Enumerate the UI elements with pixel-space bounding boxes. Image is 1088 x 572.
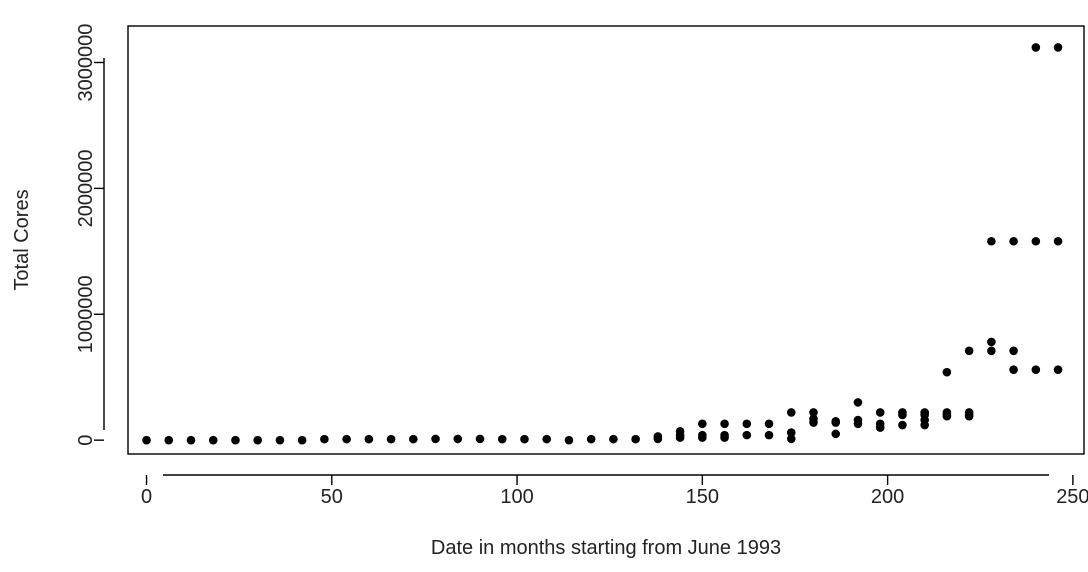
data-point <box>564 435 574 445</box>
data-point <box>698 419 707 429</box>
data-point <box>142 435 151 445</box>
data-point <box>542 434 552 444</box>
data-point <box>1009 346 1018 356</box>
data-point <box>320 434 329 444</box>
data-point <box>964 408 974 417</box>
data-point <box>453 434 463 444</box>
y-tick-label-1: 1000000 <box>75 275 97 353</box>
x-tick-label-0: 0 <box>141 486 152 508</box>
y-axis-title: Total Cores <box>11 189 33 290</box>
y-axis: 0 1000000 2000000 3000000 <box>75 24 105 446</box>
data-point <box>431 434 440 444</box>
plot-frame <box>127 25 1085 455</box>
data-point <box>1053 236 1063 246</box>
data-point <box>1053 43 1063 52</box>
data-point <box>987 337 996 347</box>
data-point <box>253 435 262 445</box>
x-tick-label-250: 250 <box>1056 486 1088 508</box>
data-point <box>475 434 485 444</box>
data-point <box>186 435 196 445</box>
data-point <box>942 408 952 417</box>
x-axis-title: Date in months starting from June 1993 <box>431 537 781 559</box>
data-point <box>653 432 663 441</box>
data-point <box>831 416 841 426</box>
data-point <box>164 435 174 445</box>
data-point <box>875 408 885 417</box>
data-point <box>1031 365 1041 374</box>
data-point <box>1009 365 1018 374</box>
data-point <box>342 434 351 444</box>
data-point <box>786 434 796 444</box>
data-point <box>1031 43 1041 52</box>
data-point <box>1053 365 1063 374</box>
data-points <box>142 43 1063 445</box>
data-point <box>1009 236 1018 246</box>
data-point <box>875 419 885 429</box>
data-point <box>742 419 752 429</box>
data-point <box>853 415 863 425</box>
data-point <box>987 236 996 246</box>
x-tick-label-100: 100 <box>500 486 533 508</box>
data-point <box>809 408 818 417</box>
data-point <box>231 435 240 445</box>
data-point <box>720 419 729 429</box>
y-tick-label-0: 0 <box>75 435 97 446</box>
data-point <box>764 430 774 440</box>
data-point <box>809 414 818 424</box>
x-tick-label-150: 150 <box>686 486 719 508</box>
data-point <box>586 434 596 444</box>
data-point <box>831 429 841 439</box>
data-point <box>409 434 418 444</box>
x-axis: 0 50 100 150 200 250 <box>141 474 1088 508</box>
x-tick-label-200: 200 <box>871 486 904 508</box>
data-point <box>631 434 640 444</box>
data-point <box>275 435 285 445</box>
y-tick-label-2: 2000000 <box>75 149 97 227</box>
data-point <box>698 430 707 440</box>
data-point <box>898 420 907 430</box>
data-point <box>1031 236 1041 246</box>
data-point <box>742 430 752 440</box>
data-point <box>520 434 529 444</box>
x-tick-label-50: 50 <box>321 486 343 508</box>
data-point <box>497 434 507 444</box>
data-point <box>964 346 974 356</box>
data-point <box>786 428 796 437</box>
data-point <box>853 398 863 407</box>
data-point <box>942 367 952 377</box>
data-point <box>898 408 907 417</box>
data-point <box>764 419 774 429</box>
data-point <box>297 435 307 445</box>
data-point <box>609 434 618 444</box>
data-point <box>364 434 374 444</box>
data-point <box>987 346 996 356</box>
data-point <box>786 408 796 417</box>
data-point <box>720 430 729 440</box>
data-point <box>386 434 396 444</box>
data-point <box>920 408 929 417</box>
y-tick-label-3: 3000000 <box>75 24 97 102</box>
data-point <box>675 427 685 436</box>
data-point <box>208 435 218 445</box>
